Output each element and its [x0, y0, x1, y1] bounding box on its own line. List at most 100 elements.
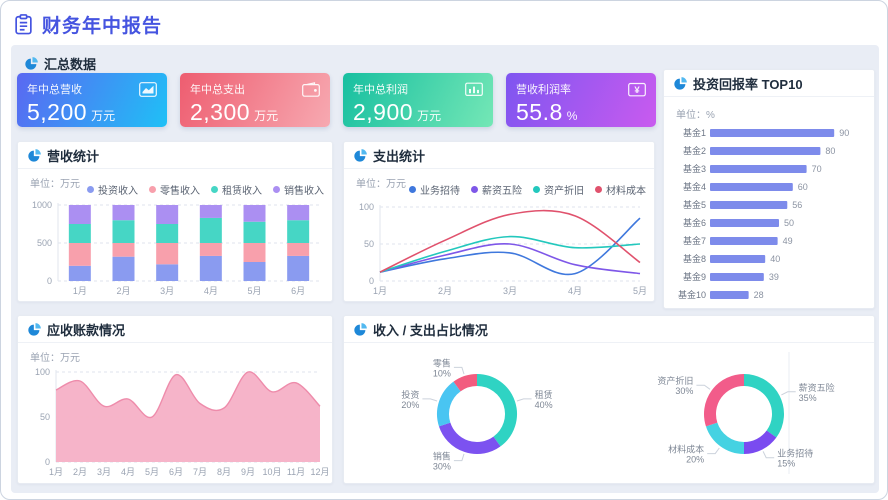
svg-text:薪资五险: 薪资五险 — [799, 382, 835, 393]
legend-item[interactable]: 投资收入 — [87, 182, 138, 197]
legend-item[interactable]: 业务招待 — [409, 182, 460, 197]
panel-receivables: 应收账款情况 单位：万元 0 50 100 1月 2月 3月 4月 5月 6月 7月 8月 9月 10月… — [17, 315, 333, 484]
svg-text:100: 100 — [35, 367, 50, 377]
legend-label: 业务招待 — [420, 186, 460, 197]
svg-text:¥: ¥ — [634, 85, 640, 96]
svg-text:7月: 7月 — [193, 467, 207, 477]
panel-title: 营收统计 — [47, 148, 100, 164]
receivables-area-chart: 0 50 100 1月 2月 3月 4月 5月 6月 7月 8月 9月 10月 11月 12月 — [35, 367, 330, 477]
board-chart-icon — [465, 82, 483, 102]
svg-text:100: 100 — [359, 202, 374, 212]
panel-expense-stats: 支出统计 单位：万元 业务招待 薪资五险 资产折旧 材料成本 0 50 100 1月 2月 3月… — [343, 141, 655, 302]
svg-text:材料成本: 材料成本 — [668, 444, 704, 455]
svg-text:2月: 2月 — [73, 467, 87, 477]
svg-text:5月: 5月 — [247, 286, 261, 296]
svg-text:基金9: 基金9 — [683, 271, 706, 282]
svg-text:投资: 投资 — [401, 389, 419, 400]
legend-label: 薪资五险 — [482, 186, 522, 197]
cash-icon: ¥ — [628, 82, 646, 102]
kpi-value: 2,900 — [353, 99, 414, 125]
ratio-donut-charts: 租赁40%销售30%投资20%零售10%薪资五险35%业务招待15%材料成本20… — [401, 352, 835, 474]
svg-text:56: 56 — [792, 200, 802, 210]
kpi-label: 年中总支出 — [190, 84, 245, 96]
panel-revenue-stats: 营收统计 单位：万元 投资收入 零售收入 租赁收入 销售收入 0 500 1000 1月 2月… — [17, 141, 333, 302]
svg-text:销售: 销售 — [433, 451, 451, 462]
kpi-card-revenue: 年中总营收 5,200 万元 — [17, 73, 167, 127]
svg-text:0: 0 — [47, 276, 52, 286]
legend-dot — [595, 186, 602, 193]
svg-text:基金7: 基金7 — [683, 235, 706, 246]
svg-text:基金8: 基金8 — [683, 253, 706, 264]
svg-text:6月: 6月 — [169, 467, 183, 477]
legend-dot — [533, 186, 540, 193]
svg-text:1月: 1月 — [73, 286, 87, 296]
svg-text:28: 28 — [754, 290, 764, 300]
svg-text:39: 39 — [769, 272, 779, 282]
svg-text:业务招待: 业务招待 — [777, 448, 813, 459]
summary-section-title: 汇总数据 — [44, 57, 97, 72]
svg-text:2月: 2月 — [438, 286, 452, 296]
svg-text:50: 50 — [784, 218, 794, 228]
svg-text:基金10: 基金10 — [678, 289, 706, 300]
svg-text:49: 49 — [783, 236, 793, 246]
pie-icon — [28, 322, 41, 336]
svg-text:0: 0 — [369, 276, 374, 286]
kpi-card-margin: 营收利润率 55.8% ¥ — [506, 73, 656, 127]
svg-text:基金2: 基金2 — [683, 145, 706, 156]
legend-item[interactable]: 资产折旧 — [533, 182, 584, 197]
legend-item[interactable]: 零售收入 — [149, 182, 200, 197]
svg-text:4月: 4月 — [204, 286, 218, 296]
legend-label: 零售收入 — [160, 186, 200, 197]
legend-item[interactable]: 销售收入 — [273, 182, 324, 197]
svg-text:8月: 8月 — [217, 467, 231, 477]
svg-text:基金5: 基金5 — [683, 199, 706, 210]
legend-label: 销售收入 — [284, 186, 324, 197]
pie-icon — [354, 322, 367, 336]
svg-text:60: 60 — [798, 182, 808, 192]
svg-text:1月: 1月 — [49, 467, 63, 477]
svg-text:50: 50 — [40, 412, 50, 422]
svg-text:70: 70 — [812, 164, 822, 174]
svg-text:5月: 5月 — [145, 467, 159, 477]
kpi-unit: 万元 — [91, 109, 116, 123]
kpi-label: 营收利润率 — [516, 84, 571, 96]
trend-chart-icon — [139, 82, 157, 102]
legend-item[interactable]: 租赁收入 — [211, 182, 262, 197]
wallet-icon — [302, 82, 320, 102]
legend-label: 租赁收入 — [222, 186, 262, 197]
svg-text:4月: 4月 — [568, 286, 582, 296]
kpi-value: 5,200 — [27, 99, 88, 125]
pie-icon — [28, 148, 41, 162]
svg-text:基金3: 基金3 — [683, 163, 706, 174]
panel-ratio: 收入 / 支出占比情况 租赁 40% 销售 30% 投资 20% 零售 10% 薪资五险 35% 业… — [343, 315, 875, 484]
svg-text:50: 50 — [364, 239, 374, 249]
svg-text:500: 500 — [37, 238, 52, 248]
kpi-unit: 万元 — [254, 109, 279, 123]
svg-text:1000: 1000 — [32, 200, 52, 210]
panel-header: 应收账款情况 — [18, 316, 332, 343]
legend-item[interactable]: 材料成本 — [595, 182, 646, 197]
expense-line-chart: 0 50 100 1月 2月 3月 4月 5月 — [359, 202, 647, 296]
panel-header: 收入 / 支出占比情况 — [344, 316, 874, 343]
svg-text:1月: 1月 — [373, 286, 387, 296]
legend-dot — [471, 186, 478, 193]
svg-text:20%: 20% — [686, 455, 704, 465]
svg-text:9月: 9月 — [241, 467, 255, 477]
pie-icon — [25, 57, 38, 70]
svg-text:租赁: 租赁 — [535, 389, 553, 400]
unit-label: 单位：万元 — [30, 179, 80, 190]
legend-dot — [409, 186, 416, 193]
unit-label: 单位：% — [676, 110, 715, 121]
svg-text:40: 40 — [770, 254, 780, 264]
legend-item[interactable]: 薪资五险 — [471, 182, 522, 197]
panel-header: 支出统计 — [344, 142, 654, 169]
svg-text:11月: 11月 — [287, 467, 305, 477]
kpi-card-expense: 年中总支出 2,300 万元 — [180, 73, 330, 127]
svg-text:15%: 15% — [777, 459, 795, 469]
app-header: 财务年中报告 — [13, 4, 875, 44]
panel-title: 应收账款情况 — [47, 322, 126, 338]
svg-text:20%: 20% — [401, 400, 419, 410]
svg-text:80: 80 — [825, 146, 835, 156]
panel-title: 投资回报率 TOP10 — [693, 76, 803, 92]
